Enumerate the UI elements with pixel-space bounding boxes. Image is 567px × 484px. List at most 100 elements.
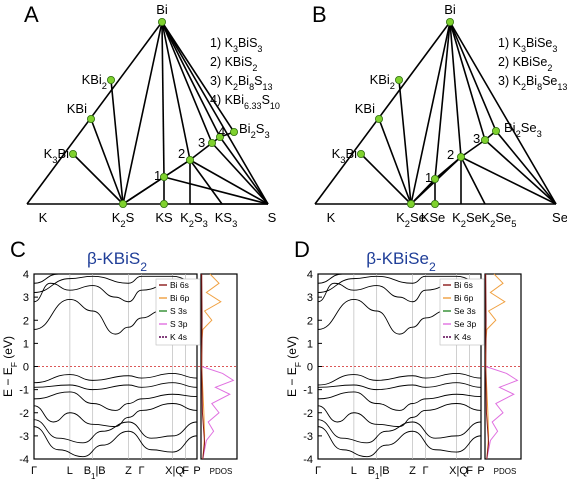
y-tick-label: -3 [303,431,313,443]
pdos-bi6s-curve [485,273,490,460]
tie-line [161,21,165,178]
vertex-label-k2x3: K2S3 [180,210,208,229]
vertex-label-k2x2: K2Se [452,210,482,229]
band-line [33,382,198,391]
vertex-label-k2x5: K2Se5 [482,210,517,229]
legend-label: Se 3s [454,306,476,316]
vertex-label-bi2x3: Bi2Se3 [504,120,542,139]
y-tick-label: 4 [307,269,313,281]
edge-bi-x [161,21,269,205]
band-line [317,372,482,386]
tie-line [72,153,124,205]
tie-line [495,130,557,205]
tie-line [189,142,213,161]
vertex-label-kbi: KBi [67,101,87,116]
legend-label: Se 3p [454,319,476,329]
vertex-label-bi: Bi [156,2,168,17]
phase-node [456,152,465,161]
vertex-label-k2x: K2S [112,210,135,229]
legend-label: Bi 6s [170,280,189,290]
tie-line [410,21,451,205]
phase-node [430,174,439,183]
phase-node [394,76,403,85]
vertex-label-k: K [39,210,48,225]
phase-node [69,149,78,158]
tie-line [449,21,486,141]
compound-number: 3 [473,131,480,146]
tie-line [460,139,486,158]
y-tick-label: 3 [307,292,313,304]
tie-line [161,21,221,138]
compound-number: 1 [154,168,161,183]
kpoint-label: L [67,465,73,477]
tie-line [163,176,269,205]
y-tick-label: 0 [307,362,313,374]
phase-node [356,149,365,158]
compound-number: 3 [198,135,205,150]
tie-line [163,159,191,178]
panel-letter: C [10,237,26,262]
vertex-label-kx3: KS3 [215,210,238,229]
pdos-label: PDOS [210,467,233,476]
y-tick-label: 2 [307,315,313,327]
compound-list-item: 2) KBiS2 [210,55,257,73]
y-tick-label: 4 [23,269,29,281]
tie-line [484,139,557,205]
compound-list-item: 1) K3BiS3 [210,36,262,54]
kpoint-label: B1|B [84,465,106,481]
band-line [33,391,198,411]
phase-node [480,135,489,144]
tie-line [219,136,269,205]
tie-line [161,21,213,144]
y-axis-label: E − EF (eV) [1,336,19,397]
compound-number: 1 [425,170,432,185]
y-tick-label: -4 [303,454,313,466]
phase-node [430,199,439,208]
phase-node [159,199,168,208]
pdos-legend-box [155,278,201,346]
kpoint-label: X|Q [449,465,468,477]
pdos-x3p-curve [201,366,235,460]
vertex-label-kbi: KBi [355,101,375,116]
pdos-legend-box [439,278,485,346]
band-line [33,275,198,293]
tie-line [189,159,269,205]
band-line [317,275,482,293]
kpoint-label: L [351,465,357,477]
phase-node [229,127,238,136]
compound-list-item: 3) K2Bi8S13 [210,74,272,92]
phase-node [445,17,454,26]
band-line [33,419,198,444]
band-line [317,273,343,284]
band-line [317,382,482,391]
vertex-label-k3bi: K3Bi [332,146,358,165]
y-tick-label: 2 [23,315,29,327]
phase-node [374,115,383,124]
kpoint-label: B1|B [368,465,390,481]
kpoint-label: Z [125,465,132,477]
phase-node [159,172,168,181]
edge-bi-x [449,21,557,205]
tie-line [460,156,557,205]
pdos-label: PDOS [494,467,517,476]
tie-line [189,159,223,205]
tie-line [211,142,269,205]
vertex-label-kx: KSe [421,210,446,225]
kpoint-label: F [182,465,189,477]
vertex-label-k: K [327,210,336,225]
kpoint-label: P [193,465,200,477]
pdos-plot-frame [200,273,238,460]
y-tick-label: -2 [19,408,29,420]
panel-title: β-KBiS2 [87,249,147,274]
compound-list-item: 4) KBi6.33S10 [210,93,280,111]
panel-letter: D [294,237,310,262]
phase-node [215,132,224,141]
y-tick-label: -3 [19,431,29,443]
kpoint-label: P [477,465,484,477]
compound-list-item: 2) KBiSe2 [498,55,552,73]
phase-node [207,138,216,147]
kpoint-label: Γ [315,465,321,477]
